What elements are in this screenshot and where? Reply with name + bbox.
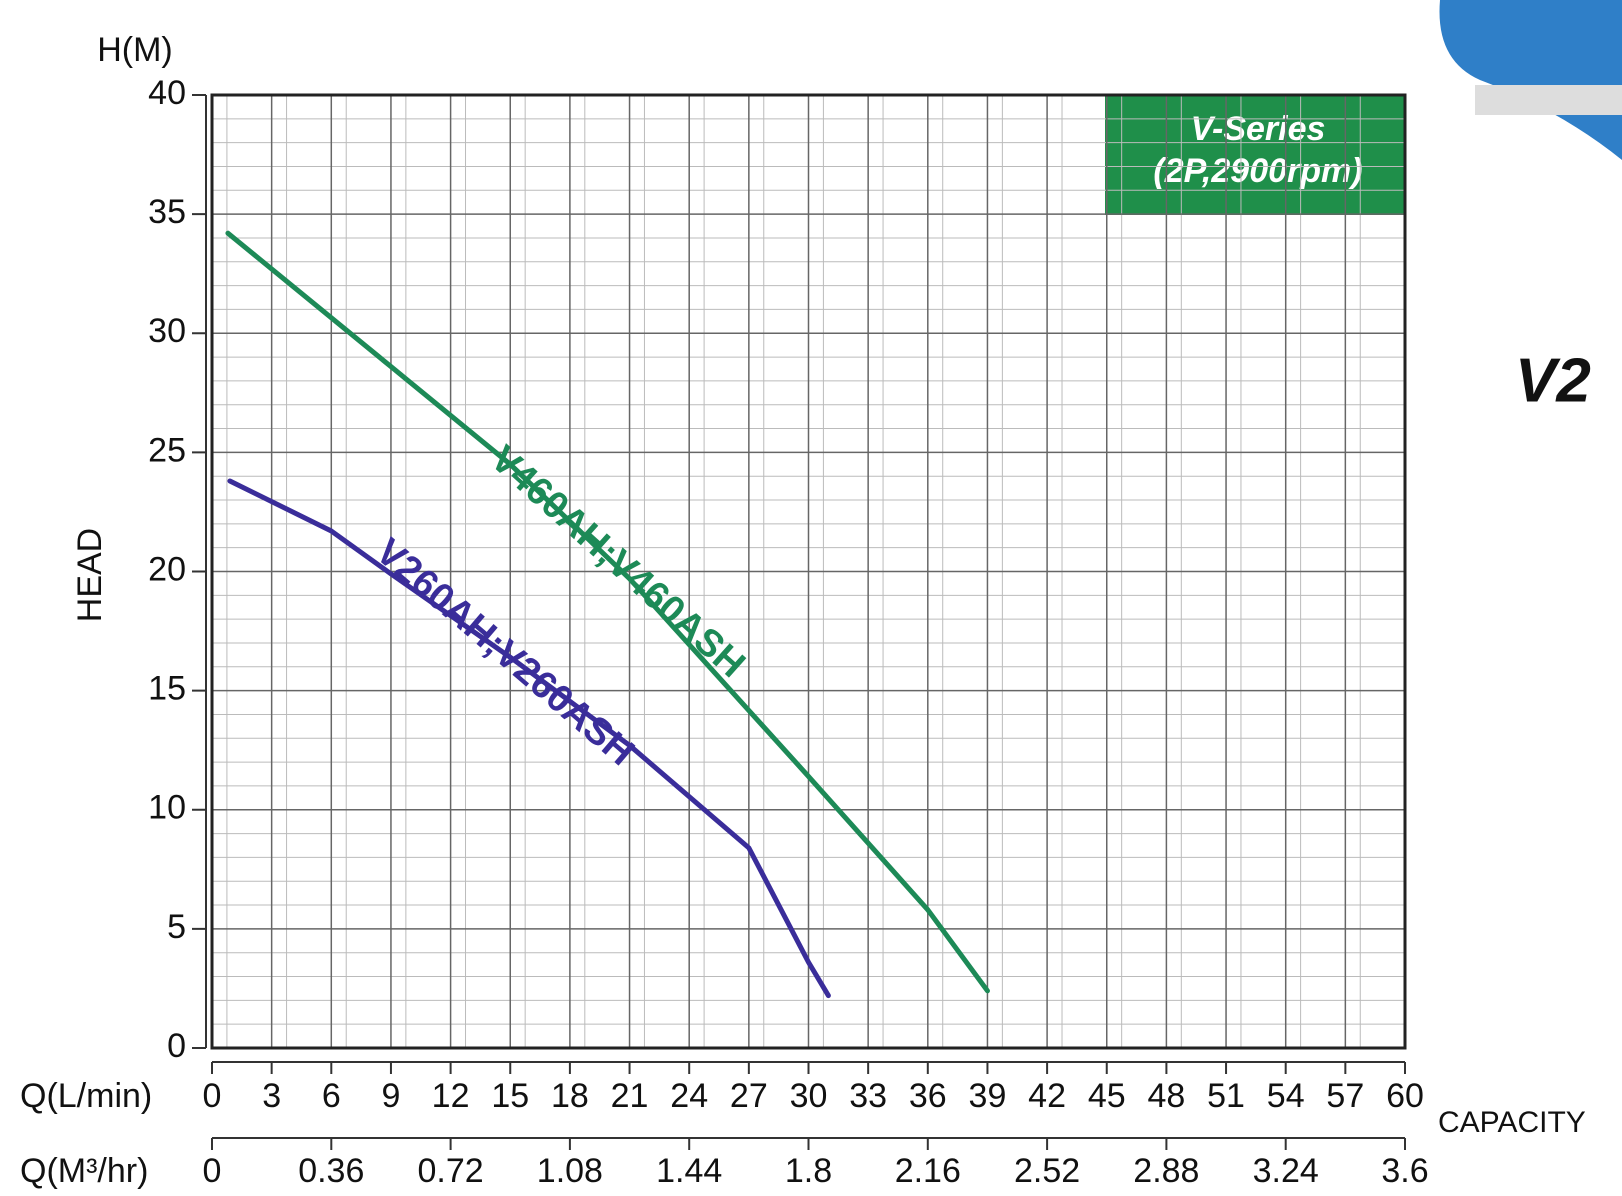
x-tick-label: 15 (491, 1077, 529, 1115)
x2-tick-label: 0.72 (418, 1152, 484, 1190)
x2-tick-label: 3.6 (1381, 1152, 1428, 1190)
y-tick-label: 15 (148, 670, 186, 708)
product-image (1439, 0, 1622, 160)
x-tick-label: 0 (203, 1077, 222, 1115)
y-axis-label: HEAD (71, 528, 109, 622)
x2-axis-label: Q(M³/hr) (20, 1152, 148, 1190)
plot-frame (210, 93, 1407, 1050)
x2-tick-label: 0.36 (298, 1152, 364, 1190)
x-tick-label: 51 (1207, 1077, 1245, 1115)
x2-tick-label: 2.88 (1133, 1152, 1199, 1190)
x2-tick-label: 1.44 (656, 1152, 722, 1190)
y-tick-label: 20 (148, 550, 186, 588)
annotation: (2P,2900rpm) (1153, 152, 1362, 190)
x-tick-label: 24 (670, 1077, 708, 1115)
y-tick-label: 40 (148, 74, 186, 112)
y-tick-label: 35 (148, 193, 186, 231)
x-tick-label: 54 (1267, 1077, 1305, 1115)
y-axis-top-label: H(M) (97, 31, 173, 69)
x-axis-label: Q(L/min) (20, 1077, 152, 1115)
x-tick-label: 18 (551, 1077, 589, 1115)
x2-tick-label: 0 (203, 1152, 222, 1190)
annotation: V-Series (1191, 110, 1326, 148)
y-tick-label: 30 (148, 312, 186, 350)
side-text: V2 (1515, 346, 1591, 415)
capacity-label: CAPACITY (1438, 1106, 1586, 1139)
x-tick-label: 45 (1088, 1077, 1126, 1115)
x-tick-label: 21 (611, 1077, 649, 1115)
series-line (225, 230, 990, 994)
x-tick-label: 33 (849, 1077, 887, 1115)
x-tick-label: 57 (1326, 1077, 1364, 1115)
x-tick-label: 48 (1147, 1077, 1185, 1115)
y-tick-label: 0 (167, 1027, 186, 1065)
product-image-base (1475, 85, 1622, 115)
x2-tick-label: 2.16 (895, 1152, 961, 1190)
y-tick-label: 5 (167, 908, 186, 946)
series-line (227, 478, 831, 999)
y-tick-label: 10 (148, 789, 186, 827)
x-tick-label: 3 (262, 1077, 281, 1115)
legend-box (1105, 96, 1405, 215)
x-tick-label: 60 (1386, 1077, 1424, 1115)
x-tick-label: 39 (969, 1077, 1007, 1115)
x2-tick-label: 1.08 (537, 1152, 603, 1190)
x-tick-label: 27 (730, 1077, 768, 1115)
x2-tick-label: 3.24 (1253, 1152, 1319, 1190)
x-tick-label: 12 (432, 1077, 470, 1115)
y-tick-label: 25 (148, 431, 186, 469)
x-tick-label: 30 (790, 1077, 828, 1115)
x2-tick-label: 1.8 (785, 1152, 832, 1190)
x-tick-label: 42 (1028, 1077, 1066, 1115)
x2-tick-label: 2.52 (1014, 1152, 1080, 1190)
x-tick-label: 36 (909, 1077, 947, 1115)
x-tick-label: 9 (381, 1077, 400, 1115)
x-tick-label: 6 (322, 1077, 341, 1115)
